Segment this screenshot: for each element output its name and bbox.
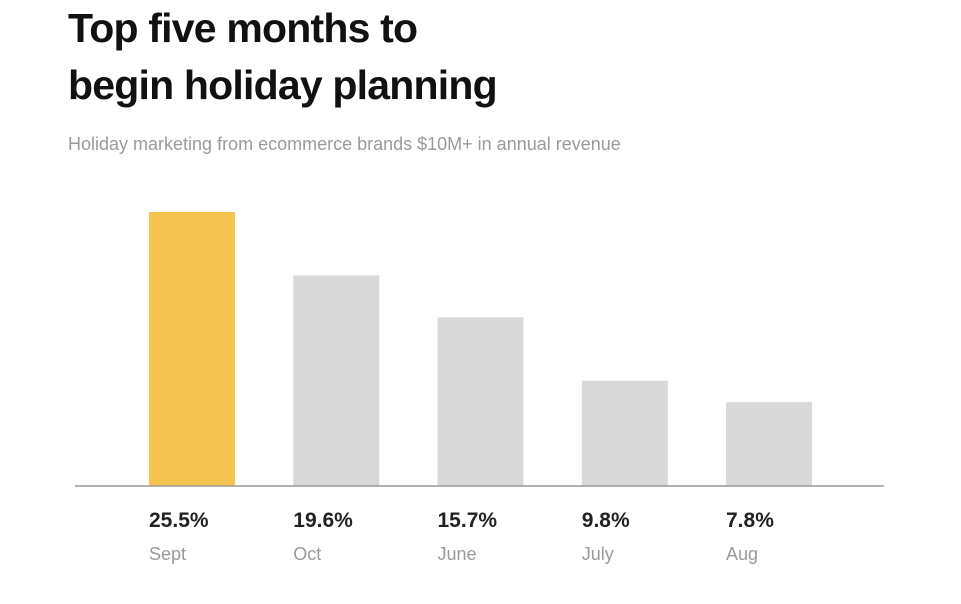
- value-label-oct: 19.6%: [293, 509, 353, 532]
- chart-title-line-2: begin holiday planning: [68, 62, 498, 108]
- category-label-july: July: [582, 544, 614, 564]
- value-label-sept: 25.5%: [149, 509, 209, 532]
- category-label-oct: Oct: [293, 544, 321, 564]
- bar-july: [581, 380, 668, 486]
- bar-aug: [726, 402, 812, 486]
- value-label-aug: 7.8%: [726, 509, 774, 532]
- bar-sept: [149, 212, 235, 486]
- chart-title: Top five months to begin holiday plannin…: [68, 0, 688, 114]
- category-label-aug: Aug: [726, 544, 758, 564]
- bar-june: [437, 317, 524, 486]
- chart-subtitle: Holiday marketing from ecommerce brands …: [68, 134, 621, 154]
- bar-oct: [293, 275, 380, 486]
- value-label-june: 15.7%: [438, 509, 498, 532]
- value-label-july: 9.8%: [582, 509, 630, 532]
- category-label-june: June: [438, 544, 477, 564]
- category-label-sept: Sept: [149, 544, 186, 564]
- chart-title-line-1: Top five months to: [68, 5, 418, 51]
